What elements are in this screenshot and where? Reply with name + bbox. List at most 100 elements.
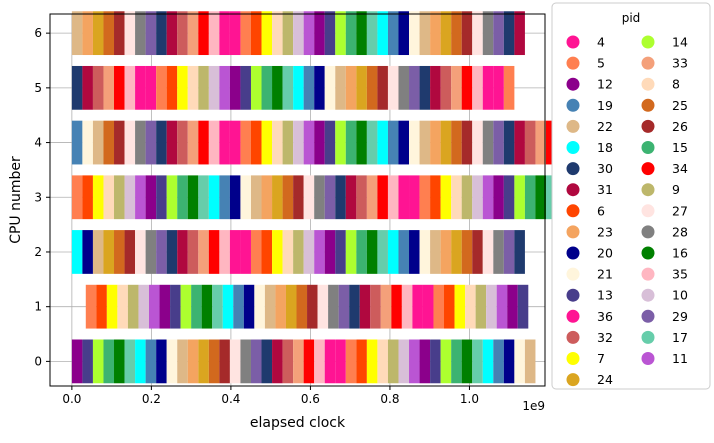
bar-cpu5-pid12 bbox=[229, 65, 241, 110]
bar-cpu2-pid5 bbox=[250, 230, 262, 274]
bar-cpu2-pid28 bbox=[493, 230, 504, 274]
legend-marker-pid-11 bbox=[641, 352, 655, 365]
bar-cpu2-pid14 bbox=[345, 230, 357, 274]
bar-cpu3-pid18 bbox=[208, 175, 220, 220]
bar-cpu2-pid21 bbox=[419, 230, 431, 274]
bar-cpu0-pid22 bbox=[524, 339, 536, 384]
bar-cpu0-pid4 bbox=[335, 339, 346, 384]
bar-cpu0-pid26 bbox=[219, 339, 230, 384]
bar-cpu4-pid7 bbox=[261, 120, 273, 165]
bar-cpu3-pid15 bbox=[524, 175, 536, 220]
bar-cpu0-pid16 bbox=[461, 339, 473, 384]
bar-cpu4-pid25 bbox=[103, 120, 115, 165]
y-tick-label: 3 bbox=[34, 190, 42, 204]
bar-cpu5-pid6 bbox=[166, 65, 178, 110]
bar-cpu1-pid10 bbox=[486, 284, 497, 329]
bar-cpu0-pid9 bbox=[387, 339, 399, 384]
legend-marker-pid-6 bbox=[566, 204, 580, 218]
bar-cpu6-pid29 bbox=[145, 11, 157, 56]
bar-cpu5-pid36 bbox=[482, 65, 494, 110]
legend-label-pid-17: 17 bbox=[672, 330, 688, 345]
bar-cpu6-pid21 bbox=[409, 11, 420, 56]
legend-label-pid-19: 19 bbox=[597, 98, 613, 113]
bar-cpu6-pid23 bbox=[82, 11, 93, 56]
legend-label-pid-4: 4 bbox=[597, 35, 605, 50]
bar-cpu5-pid23 bbox=[345, 65, 357, 110]
legend-marker-pid-24 bbox=[566, 373, 580, 387]
y-axis-label: CPU number bbox=[8, 156, 24, 244]
bar-cpu1-pid7 bbox=[454, 284, 466, 329]
bar-cpu5-pid28 bbox=[398, 65, 410, 110]
bar-cpu5-pid32 bbox=[92, 65, 104, 110]
bars bbox=[71, 11, 652, 384]
bar-cpu3-pid35 bbox=[387, 175, 399, 220]
bar-cpu4-pid31 bbox=[514, 120, 525, 165]
bar-cpu3-pid36 bbox=[398, 175, 410, 220]
legend-label-pid-22: 22 bbox=[597, 119, 613, 134]
legend-label-pid-6: 6 bbox=[597, 203, 605, 218]
legend-label-pid-35: 35 bbox=[672, 267, 688, 282]
bar-cpu0-pid12 bbox=[71, 339, 83, 384]
bar-cpu2-pid24 bbox=[103, 230, 115, 274]
legend-label-pid-29: 29 bbox=[672, 309, 688, 324]
bar-cpu4-pid16 bbox=[356, 120, 367, 165]
bar-cpu1-pid35 bbox=[401, 284, 413, 329]
bar-cpu2-pid26 bbox=[124, 230, 136, 274]
bar-cpu3-pid31 bbox=[345, 175, 357, 220]
bar-cpu5-pid15 bbox=[261, 65, 273, 110]
bar-cpu0-pid21 bbox=[166, 339, 178, 384]
bar-cpu0-pid5 bbox=[345, 339, 357, 384]
bar-cpu4-pid22 bbox=[92, 120, 104, 165]
bar-cpu6-pid13 bbox=[324, 11, 336, 56]
bar-cpu1-pid11 bbox=[496, 284, 508, 329]
bar-cpu6-pid36 bbox=[219, 11, 230, 56]
bar-cpu4-pid29 bbox=[493, 120, 504, 165]
bar-cpu1-pid9 bbox=[475, 284, 487, 329]
bar-cpu0-pid34 bbox=[303, 339, 315, 384]
bar-cpu0-pid14 bbox=[440, 339, 452, 384]
bar-cpu3-pid21 bbox=[240, 175, 251, 220]
bar-cpu3-pid19 bbox=[219, 175, 230, 220]
bar-cpu3-pid10 bbox=[124, 175, 136, 220]
bar-cpu6-pid22 bbox=[419, 11, 431, 56]
bar-cpu5-pid19 bbox=[303, 65, 315, 110]
bar-cpu3-pid11 bbox=[482, 175, 494, 220]
bar-cpu4-pid15 bbox=[345, 120, 357, 165]
legend-marker-pid-26 bbox=[641, 119, 655, 133]
bar-cpu6-pid32 bbox=[177, 11, 188, 56]
bar-cpu6-pid30 bbox=[156, 11, 167, 56]
bar-cpu2-pid6 bbox=[261, 230, 273, 274]
bar-cpu3-pid28 bbox=[314, 175, 325, 220]
bar-cpu2-pid18 bbox=[387, 230, 399, 274]
bar-cpu2-pid12 bbox=[324, 230, 336, 274]
legend-label-pid-14: 14 bbox=[672, 35, 688, 50]
bar-cpu0-pid19 bbox=[493, 339, 504, 384]
bar-cpu0-pid18 bbox=[482, 339, 494, 384]
bar-cpu3-pid22 bbox=[250, 175, 262, 220]
bar-cpu1-pid11 bbox=[149, 284, 160, 329]
bar-cpu6-pid35 bbox=[208, 11, 220, 56]
bar-cpu5-pid14 bbox=[250, 65, 262, 110]
bar-cpu3-pid5 bbox=[71, 175, 83, 220]
bar-cpu4-pid21 bbox=[82, 120, 93, 165]
bar-cpu2-pid25 bbox=[461, 230, 473, 274]
bar-cpu6-pid4 bbox=[229, 11, 241, 56]
bar-cpu5-pid4 bbox=[145, 65, 157, 110]
bar-cpu6-pid28 bbox=[135, 11, 146, 56]
bar-cpu4-pid17 bbox=[366, 120, 378, 165]
y-tick-label: 6 bbox=[34, 26, 42, 40]
legend-label-pid-24: 24 bbox=[597, 372, 613, 387]
bar-cpu3-pid27 bbox=[303, 175, 315, 220]
bar-cpu0-pid20 bbox=[156, 339, 167, 384]
bar-cpu3-pid8 bbox=[451, 175, 462, 220]
x-tick-label: 1.0 bbox=[460, 392, 479, 406]
bar-cpu4-pid27 bbox=[124, 120, 136, 165]
legend-marker-pid-28 bbox=[641, 225, 655, 239]
legend-marker-pid-33 bbox=[641, 56, 655, 70]
bar-cpu3-pid33 bbox=[366, 175, 378, 220]
legend-label-pid-30: 30 bbox=[597, 161, 613, 176]
bar-cpu1-pid6 bbox=[444, 284, 455, 329]
legend-marker-pid-5 bbox=[566, 56, 580, 70]
legend-marker-pid-19 bbox=[566, 98, 580, 112]
